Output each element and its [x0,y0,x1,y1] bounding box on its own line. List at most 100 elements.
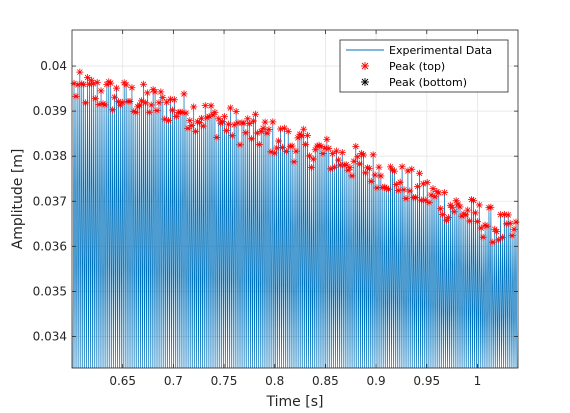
peak-top-marker [388,166,396,174]
peak-top-marker [398,163,406,171]
legend-label-peak-bottom: Peak (bottom) [389,76,467,89]
peak-top-marker [263,129,271,137]
peak-top-marker [213,133,221,141]
peak-top-marker [475,201,483,209]
peak-top-marker [489,238,497,246]
peak-top-marker [105,78,113,86]
peak-top-marker [394,186,402,194]
peak-top-marker [128,84,136,92]
y-axis-title: Amplitude [m] [10,149,26,250]
peak-top-marker [290,158,298,166]
peak-top-marker [109,106,117,114]
peak-top-marker [325,144,333,152]
peak-top-marker [495,236,503,244]
peak-top-marker [377,172,385,180]
peak-top-marker [242,129,250,137]
peak-top-marker [167,95,175,103]
peak-top-marker [304,131,312,139]
peak-top-marker [342,161,350,169]
plot-frame [71,29,519,369]
peak-top-marker [112,84,120,92]
y-tick-label: 0.04 [40,59,67,73]
peak-top-marker [471,209,479,217]
x-tick-label: 1 [474,374,482,388]
peak-top-marker [93,78,101,86]
peak-top-marker [406,187,414,195]
peak-top-marker [76,68,84,76]
peak-top-marker [190,103,198,111]
peak-top-marker [332,147,340,155]
peak-top-marker [348,172,356,180]
legend-label-experimental: Experimental Data [389,44,492,57]
peak-top-marker [508,232,516,240]
peak-top-marker [500,210,508,218]
peak-top-marker [101,101,109,109]
peak-top-marker [487,203,495,211]
peak-top-marker [168,106,176,114]
peak-top-marker [159,94,167,102]
peak-top-marker [423,179,431,187]
peak-top-marker [302,140,310,148]
peak-top-marker [192,127,200,135]
peak-top-marker [431,193,439,201]
peak-top-marker [91,95,99,103]
peak-top-marker [271,149,279,157]
y-axis-ticks: 0.034 0.035 0.036 0.037 0.038 0.039 0.04 [33,59,518,343]
legend-peak-top-marker [361,62,369,70]
peak-top-marker [232,108,240,115]
y-tick-label: 0.034 [33,329,67,343]
peak-top-marker [305,152,313,160]
peak-top-marker [269,118,277,126]
peak-top-marker [228,132,236,140]
peak-top-marker [433,188,441,196]
peak-top-marker [288,142,296,150]
peak-top-marker [452,197,460,205]
peak-top-marker [329,150,337,158]
peak-top-marker [414,183,422,190]
peak-top-marker [122,81,130,89]
peak-top-marker [498,233,506,241]
peak-top-marker [211,108,219,116]
peak-top-marker [99,100,107,108]
peak-top-marker [493,228,501,236]
peak-top-marker [300,125,308,133]
peak-top-marker [87,76,95,84]
peak-top-marker [153,107,161,115]
peak-top-marker [250,117,258,125]
peak-top-marker [251,110,259,118]
peak-top-marker [421,196,429,204]
peak-top-marker [331,163,339,171]
peak-top-marker [284,127,292,135]
peak-top-marker [107,79,115,87]
peak-top-marker [157,88,165,96]
peak-top-marker [82,99,90,107]
peak-top-marker [292,147,300,155]
peak-top-marker [323,135,331,143]
peak-top-marker [219,118,227,126]
peak-top-marker [506,219,514,227]
peak-top-marker [439,211,447,219]
peak-top-marker [338,149,346,157]
peak-top-marker [361,169,369,177]
peak-top-marker [72,92,80,100]
y-tick-label: 0.037 [33,194,67,208]
peak-top-marker [334,156,342,164]
peak-top-marker [369,151,377,159]
peak-top-marker [197,114,205,122]
peak-top-marker [415,169,423,177]
x-tick-label: 0.65 [109,374,136,388]
peak-top-marker [143,89,151,97]
y-tick-label: 0.039 [33,104,67,118]
peak-top-marker [441,189,449,197]
peak-top-marker [510,225,518,233]
peak-top-marker [365,164,373,172]
peak-top-marker [373,184,381,192]
peak-top-marker [132,108,140,116]
x-tick-label: 0.85 [312,374,339,388]
x-tick-label: 0.8 [265,374,284,388]
peak-top-marker [97,87,105,95]
legend-label-peak-top: Peak (top) [389,60,445,73]
peak-top-marker [400,186,408,194]
peak-top-marker [224,120,232,128]
